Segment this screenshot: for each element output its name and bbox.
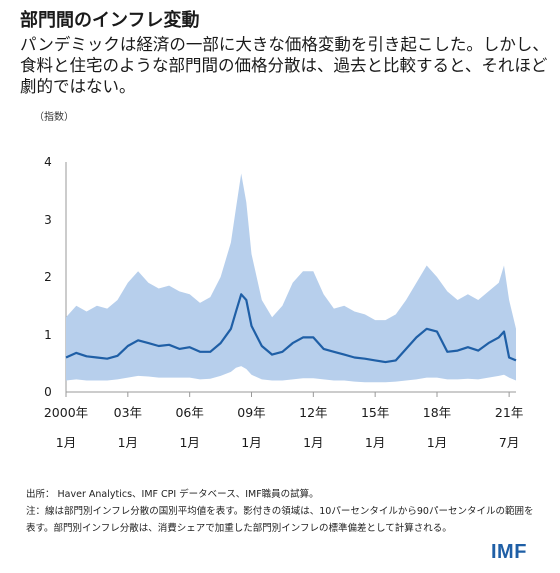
- mean-dispersion-line: [65, 293, 517, 364]
- x-tick-month-label: 1月: [241, 435, 261, 450]
- chart-subtitle: パンデミックは経済の一部に大きな価格変動を引き起こした。しかし、食料と住宅のよう…: [20, 35, 549, 96]
- x-tick-year-label: 09年: [237, 405, 265, 420]
- x-tick-month-label: 1月: [365, 435, 385, 450]
- chart-title: 部門間のインフレ変動: [20, 10, 200, 31]
- x-axis-labels: 2000年 1月 03年 1月 06年 1月 09年 1月 12年 1月 15年 1月 18年 1月 21年…: [44, 392, 523, 450]
- y-axis: 0 1 2 3 4: [44, 155, 67, 399]
- x-tick-year-label: 06年: [175, 405, 203, 420]
- x-tick-month-label: 1月: [179, 435, 199, 450]
- plot-area: [65, 173, 517, 383]
- y-tick-label: 4: [44, 155, 52, 169]
- percentile-band: [66, 173, 516, 383]
- x-tick-year-label: 18年: [423, 405, 451, 420]
- chart-note: 注：線は部門別インフレ分散の国別平均値を表す。影付きの領域は、10パーセンタイル…: [26, 506, 534, 534]
- inflation-dispersion-chart: 0 1 2 3 4 2000年 1月 03年 1月 06年 1月 09年 1月 12年 1月 15年…: [44, 155, 523, 450]
- y-tick-label: 3: [44, 213, 52, 227]
- y-axis-unit: （指数）: [34, 112, 74, 123]
- x-tick-year-label: 12年: [299, 405, 327, 420]
- y-tick-label: 0: [44, 385, 52, 399]
- source-note: 出所： Haver Analytics、IMF CPI データベース、IMF職員…: [26, 489, 319, 500]
- x-tick-year-label: 2000年: [44, 405, 88, 420]
- y-tick-label: 2: [44, 270, 52, 284]
- x-tick-month-label: 1月: [56, 435, 76, 450]
- y-tick-label: 1: [44, 328, 52, 342]
- x-tick-month-label: 1月: [303, 435, 323, 450]
- x-tick-year-label: 03年: [114, 405, 142, 420]
- imf-logo: IMF: [491, 541, 527, 563]
- footer: 出所： Haver Analytics、IMF CPI データベース、IMF職員…: [26, 486, 541, 537]
- x-tick-year-label: 15年: [361, 405, 389, 420]
- x-tick-month-label: 1月: [427, 435, 447, 450]
- x-tick-month-label: 7月: [499, 435, 519, 450]
- x-tick-month-label: 1月: [118, 435, 138, 450]
- x-tick-year-label: 21年: [495, 405, 523, 420]
